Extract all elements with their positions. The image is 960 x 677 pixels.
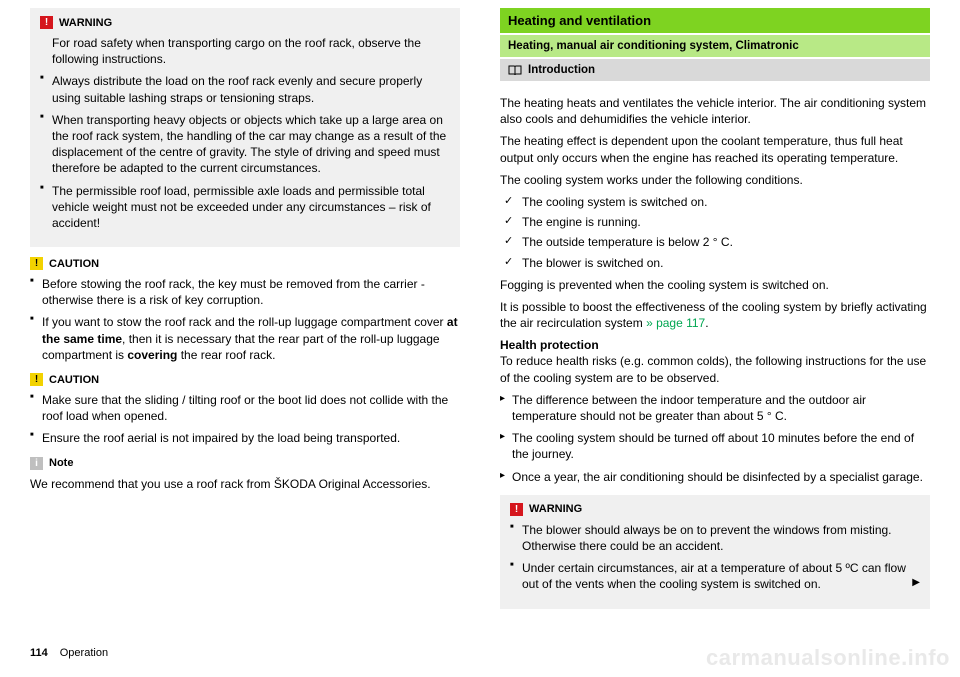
page-content: ! WARNING For road safety when transport… — [0, 0, 960, 619]
paragraph: It is possible to boost the effectivenes… — [500, 299, 930, 331]
list-item: The difference between the indoor temper… — [500, 392, 930, 424]
warning-box: ! WARNING The blower should always be on… — [500, 495, 930, 609]
warning-item: When transporting heavy objects or objec… — [40, 112, 450, 177]
warning-label: WARNING — [59, 17, 112, 29]
topic-heading: Introduction — [500, 59, 930, 81]
warning-icon: ! — [510, 503, 523, 516]
right-column: Heating and ventilation Heating, manual … — [500, 8, 930, 619]
paragraph: Fogging is prevented when the cooling sy… — [500, 277, 930, 293]
text: It is possible to boost the effectivenes… — [500, 300, 927, 330]
note-text: We recommend that you use a roof rack fr… — [30, 476, 460, 492]
caution-header: ! CAUTION — [30, 257, 460, 270]
health-heading: Health protection — [500, 337, 930, 353]
bold-text: Health protection — [500, 338, 599, 352]
warning-header: ! WARNING — [40, 16, 450, 29]
subsection-heading: Heating, manual air conditioning system,… — [500, 35, 930, 57]
warning-icon: ! — [40, 16, 53, 29]
check-item: The engine is running. — [500, 214, 930, 230]
note-label: Note — [49, 457, 73, 469]
note-header: i Note — [30, 457, 460, 470]
watermark: carmanualsonline.info — [706, 645, 950, 671]
book-icon — [508, 65, 522, 76]
warning-item: Under certain circumstances, air at a te… — [510, 560, 920, 592]
note-icon: i — [30, 457, 43, 470]
caution-icon: ! — [30, 257, 43, 270]
footer-section: Operation — [60, 647, 108, 659]
text: . — [705, 316, 708, 330]
page-number: 114 — [30, 647, 48, 659]
caution-label: CAUTION — [49, 258, 99, 270]
caution-item: Ensure the roof aerial is not impaired b… — [30, 430, 460, 446]
caution-header: ! CAUTION — [30, 373, 460, 386]
left-column: ! WARNING For road safety when transport… — [30, 8, 460, 619]
warning-item: The permissible roof load, permissible a… — [40, 183, 450, 232]
text: the rear roof rack. — [177, 348, 275, 362]
bold-text: covering — [127, 348, 177, 362]
text: If you want to stow the roof rack and th… — [42, 315, 447, 329]
topic-label: Introduction — [528, 64, 595, 76]
section-heading: Heating and ventilation — [500, 8, 930, 33]
warning-intro: For road safety when transporting cargo … — [40, 35, 450, 67]
caution-label: CAUTION — [49, 374, 99, 386]
caution-icon: ! — [30, 373, 43, 386]
warning-header: ! WARNING — [510, 503, 920, 516]
check-item: The cooling system is switched on. — [500, 194, 930, 210]
warning-item: The blower should always be on to preven… — [510, 522, 920, 554]
check-item: The outside temperature is below 2 ° C. — [500, 234, 930, 250]
warning-label: WARNING — [529, 503, 582, 515]
paragraph: The heating heats and ventilates the veh… — [500, 95, 930, 127]
check-item: The blower is switched on. — [500, 255, 930, 271]
list-item: The cooling system should be turned off … — [500, 430, 930, 462]
continue-arrow-icon: ▶ — [912, 576, 920, 590]
text: Under certain circumstances, air at a te… — [522, 561, 906, 591]
warning-box: ! WARNING For road safety when transport… — [30, 8, 460, 247]
caution-item: Before stowing the roof rack, the key mu… — [30, 276, 460, 308]
paragraph: The heating effect is dependent upon the… — [500, 133, 930, 165]
page-footer: 114 Operation — [30, 647, 108, 659]
caution-item: Make sure that the sliding / tilting roo… — [30, 392, 460, 424]
list-item: Once a year, the air conditioning should… — [500, 469, 930, 485]
warning-item: Always distribute the load on the roof r… — [40, 73, 450, 105]
paragraph: The cooling system works under the follo… — [500, 172, 930, 188]
page-link[interactable]: » page 117 — [646, 316, 705, 330]
caution-item: If you want to stow the roof rack and th… — [30, 314, 460, 363]
paragraph: To reduce health risks (e.g. common cold… — [500, 353, 930, 385]
